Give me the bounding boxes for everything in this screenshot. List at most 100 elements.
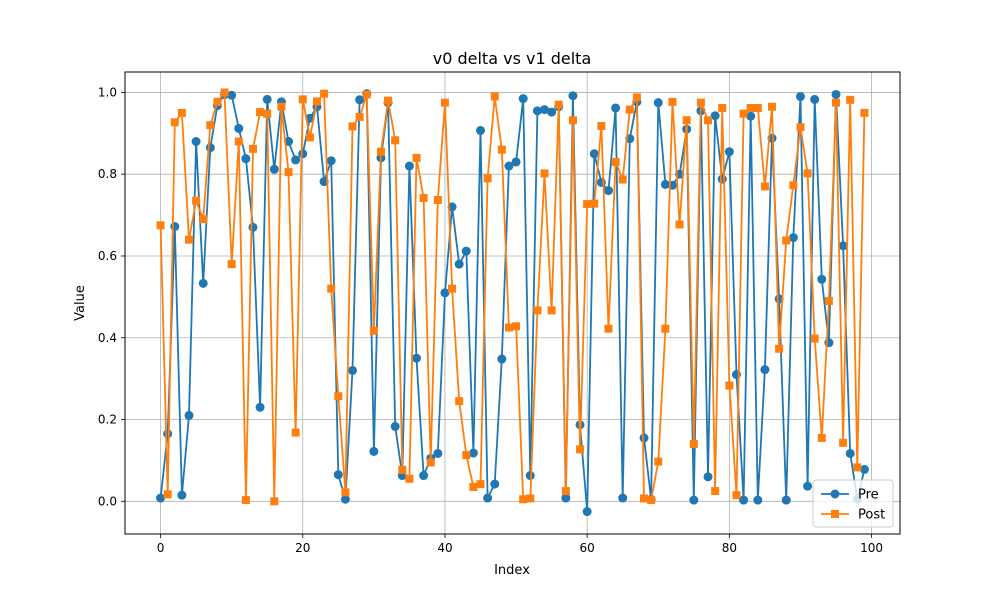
data-point-pre xyxy=(760,365,770,375)
data-point-post xyxy=(732,491,741,500)
data-point-pre xyxy=(419,471,429,481)
data-point-post xyxy=(611,157,620,166)
data-point-pre xyxy=(724,147,734,157)
data-point-post xyxy=(184,235,193,244)
y-tick-label: 0.0 xyxy=(98,494,117,508)
data-point-post xyxy=(846,95,855,104)
data-point-post xyxy=(704,116,713,125)
data-point-post xyxy=(483,174,492,183)
data-point-post xyxy=(419,193,428,202)
data-point-pre xyxy=(803,481,813,491)
data-point-post xyxy=(369,326,378,335)
y-tick-label: 0.4 xyxy=(98,331,117,345)
data-point-pre xyxy=(248,222,258,232)
data-point-pre xyxy=(838,241,848,251)
data-point-post xyxy=(412,153,421,162)
data-point-pre xyxy=(781,495,791,505)
data-point-pre xyxy=(163,429,173,439)
data-point-post xyxy=(668,97,677,106)
data-point-post xyxy=(334,392,343,401)
series-group xyxy=(156,88,869,517)
data-point-post xyxy=(455,397,464,406)
data-point-post xyxy=(526,494,535,503)
data-point-pre xyxy=(440,288,450,298)
data-point-post xyxy=(540,169,549,178)
x-tick-label: 60 xyxy=(580,541,595,555)
legend-label-post: Post xyxy=(858,508,885,523)
data-point-post xyxy=(590,199,599,208)
data-point-post xyxy=(298,95,307,104)
data-point-pre xyxy=(490,479,500,489)
data-point-pre xyxy=(603,186,613,196)
data-point-post xyxy=(384,96,393,105)
data-point-post xyxy=(213,97,222,106)
y-tick-label: 0.2 xyxy=(98,413,117,427)
data-point-pre xyxy=(340,494,350,504)
chart-title: v0 delta vs v1 delta xyxy=(433,49,592,68)
data-point-post xyxy=(689,440,698,449)
data-point-pre xyxy=(753,495,763,505)
data-point-post xyxy=(227,260,236,269)
data-point-pre xyxy=(611,103,621,113)
data-point-post xyxy=(597,121,606,130)
data-point-pre xyxy=(412,353,422,363)
data-point-post xyxy=(803,169,812,178)
y-axis-label: Value xyxy=(73,285,88,321)
data-point-pre xyxy=(369,446,379,456)
data-point-post xyxy=(753,103,762,112)
x-tick-label: 20 xyxy=(295,541,310,555)
data-point-post xyxy=(547,306,556,315)
data-point-post xyxy=(832,98,841,107)
data-point-post xyxy=(270,497,279,506)
legend: Pre Post xyxy=(812,479,894,528)
data-point-pre xyxy=(817,274,827,284)
data-point-pre xyxy=(184,410,194,420)
data-point-post xyxy=(725,381,734,390)
data-point-pre xyxy=(326,156,336,166)
data-point-pre xyxy=(596,177,606,187)
data-point-pre xyxy=(156,493,166,503)
data-point-post xyxy=(554,100,563,109)
data-point-pre xyxy=(483,493,493,503)
data-point-post xyxy=(405,474,414,483)
data-point-post xyxy=(234,137,243,146)
data-point-pre xyxy=(170,222,180,232)
data-point-post xyxy=(199,215,208,224)
data-point-post xyxy=(220,88,229,97)
data-point-pre xyxy=(518,94,528,104)
data-point-post xyxy=(312,97,321,106)
data-point-post xyxy=(625,105,634,114)
data-point-pre xyxy=(831,89,841,99)
data-point-pre xyxy=(255,402,265,412)
data-point-pre xyxy=(717,174,727,184)
data-point-pre xyxy=(532,106,542,116)
data-point-pre xyxy=(461,246,471,256)
data-point-post xyxy=(561,487,570,496)
data-point-post xyxy=(327,284,336,293)
data-point-post xyxy=(824,296,833,305)
data-point-post xyxy=(583,200,592,209)
data-point-pre xyxy=(547,107,557,117)
data-point-pre xyxy=(582,507,592,517)
data-point-pre xyxy=(810,94,820,104)
data-point-pre xyxy=(703,472,713,482)
data-point-pre xyxy=(504,161,514,171)
data-point-post xyxy=(156,221,165,230)
y-tick-label: 1.0 xyxy=(98,85,117,99)
data-point-post xyxy=(739,109,748,118)
data-point-pre xyxy=(476,125,486,135)
data-point-pre xyxy=(333,470,343,480)
data-point-post xyxy=(618,175,627,184)
data-point-post xyxy=(796,123,805,132)
data-point-post xyxy=(362,90,371,99)
data-point-post xyxy=(355,112,364,121)
data-point-post xyxy=(448,284,457,293)
data-point-post xyxy=(440,98,449,107)
data-point-pre xyxy=(234,123,244,133)
data-point-pre xyxy=(746,111,756,121)
data-point-post xyxy=(241,496,250,505)
data-point-pre xyxy=(795,92,805,102)
legend-label-pre: Pre xyxy=(858,488,879,503)
data-point-post xyxy=(512,322,521,331)
data-point-post xyxy=(661,324,670,333)
